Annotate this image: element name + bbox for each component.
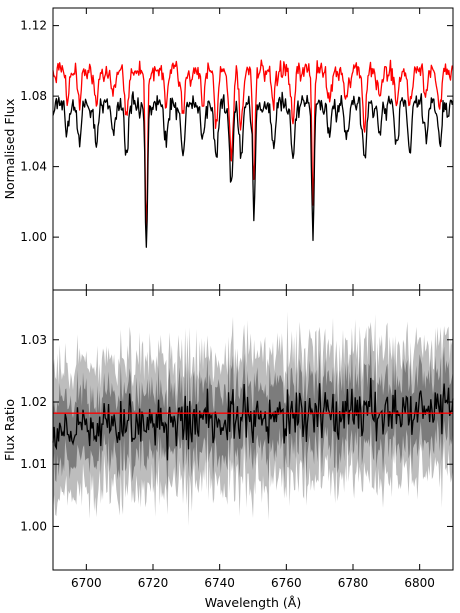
- bottom-ytick-label: 1.03: [20, 333, 47, 347]
- inner-uncertainty-band: [53, 338, 453, 493]
- top-ytick-label: 1.12: [20, 19, 47, 33]
- bottom-lines-group: [52, 377, 454, 461]
- top-tick-group: 1.00 1.04 1.08 1.12: [20, 8, 453, 290]
- bottom-xtick-label: 6760: [271, 576, 302, 590]
- bottom-xtick-label: 6780: [338, 576, 369, 590]
- top-ytick-label: 1.00: [20, 230, 47, 244]
- bottom-bands-group: [53, 311, 453, 526]
- bottom-ytick-label: 1.02: [20, 395, 47, 409]
- top-y-axis-title: Normalised Flux: [2, 99, 17, 200]
- bottom-tick-group: 1.00 1.01 1.02 1.03 6700 6720 6740 6760 6780 6800: [20, 290, 453, 590]
- top-series-group: [52, 59, 454, 248]
- spectrum-line-black: [52, 91, 454, 248]
- bottom-xtick-label: 6740: [204, 576, 235, 590]
- bottom-xtick-label: 6700: [71, 576, 102, 590]
- bottom-axes-border: [52, 289, 454, 571]
- bottom-ytick-label: 1.01: [20, 457, 47, 471]
- bottom-xtick-label: 6720: [138, 576, 169, 590]
- bottom-ytick-label: 1.00: [20, 519, 47, 533]
- bottom-y-axis-title: Flux Ratio: [2, 399, 17, 461]
- top-ytick-label: 1.08: [20, 89, 47, 103]
- x-axis-title: Wavelength (Å): [205, 595, 301, 610]
- bottom-xtick-label: 6800: [404, 576, 435, 590]
- top-panel: 1.00 1.04 1.08 1.12 Normalised Flux: [2, 7, 454, 291]
- top-ytick-label: 1.04: [20, 160, 47, 174]
- flux-ratio-mean-line: [52, 377, 454, 461]
- bottom-panel: 1.00 1.01 1.02 1.03 6700 6720 6740 6760 6780 6800…: [2, 289, 454, 610]
